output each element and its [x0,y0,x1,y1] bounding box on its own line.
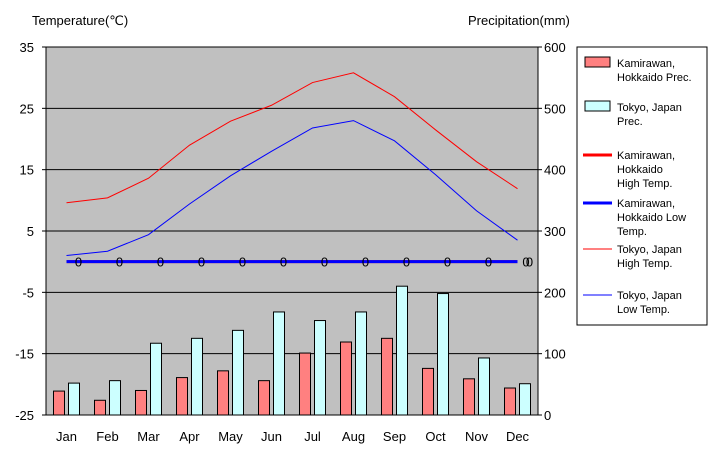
right-tick-label: 400 [544,163,566,178]
x-tick-label: Feb [96,429,118,444]
bar-kamirawan-prec [299,352,311,416]
right-tick-label: 300 [544,224,566,239]
right-tick-label: 200 [544,285,566,300]
legend-swatch-bar [584,56,611,68]
zero-data-label: 0 [198,255,205,270]
legend-label: Low Temp. [617,304,670,316]
x-tick-label: Apr [179,429,200,444]
legend-label: Tokyo, Japan [617,102,682,114]
right-tick-label: 0 [544,408,551,423]
x-tick-label: Oct [425,429,446,444]
bar-tokyo-prec [150,342,162,416]
legend-label: Hokkaido Low [617,212,686,224]
legend-label: Kamirawan, [617,58,675,70]
bar-kamirawan-prec [94,399,106,416]
zero-data-label: 0 [362,255,369,270]
bar-kamirawan-prec [53,390,65,416]
bar-tokyo-prec [109,380,121,416]
legend-swatch-bar [584,100,611,112]
legend-label: Kamirawan, [617,198,675,210]
x-tick-label: Jul [304,429,321,444]
left-tick-label: 5 [27,224,34,239]
right-tick-label: 500 [544,101,566,116]
line-tokyo-high-temp [66,72,518,204]
bar-kamirawan-prec [381,337,393,416]
legend-label: High Temp. [617,178,672,190]
legend-label: Tokyo, Japan [617,244,682,256]
bar-kamirawan-prec [504,387,516,416]
left-tick-label: -5 [22,285,34,300]
legend-label: Hokkaido Prec. [617,72,692,84]
zero-data-label: 0 [485,255,492,270]
bar-kamirawan-prec [217,370,229,416]
x-tick-label: Dec [506,429,530,444]
right-axis-title: Precipitation(mm) [468,13,570,28]
zero-data-label: 0 [526,255,533,270]
zero-data-label: 0 [444,255,451,270]
right-tick-label: 600 [544,40,566,55]
bar-tokyo-prec [396,285,408,416]
x-tick-label: Jun [261,429,282,444]
zero-data-label: 0 [403,255,410,270]
plot-area: 0 0 0 0 0 0 0 0 0 0 0 00 [46,47,538,416]
right-tick-label: 100 [544,347,566,362]
legend-label: Kamirawan, [617,150,675,162]
zero-data-label: 0 [522,255,529,270]
zero-data-label: 0 [239,255,246,270]
bar-kamirawan-prec [176,377,188,416]
left-tick-label: 15 [20,163,34,178]
legend-label: Tokyo, Japan [617,290,682,302]
legend-label: Prec. [617,116,643,128]
bar-tokyo-prec [519,383,531,416]
left-tick-label: 25 [20,101,34,116]
x-tick-label: Nov [465,429,489,444]
bar-tokyo-prec [68,382,80,416]
zero-data-label: 0 [321,255,328,270]
bar-tokyo-prec [191,337,203,416]
legend-label: Temp. [617,226,647,238]
bar-kamirawan-prec [340,341,352,416]
legend-label: Hokkaido [617,164,663,176]
bar-tokyo-prec [232,329,244,416]
zero-data-label: 0 [157,255,164,270]
bar-tokyo-prec [273,311,285,416]
left-tick-label: 35 [20,40,34,55]
left-tick-label: -25 [15,408,34,423]
bar-tokyo-prec [355,311,367,416]
x-tick-label: Jan [56,429,77,444]
axes: -25 -15 -5 5 15 25 35 0 100 200 300 400 500 600 Jan Feb… [15,40,566,444]
bar-kamirawan-prec [135,389,147,416]
zero-data-label: 0 [75,255,82,270]
bar-tokyo-prec [314,320,326,416]
zero-data-label: 0 [280,255,287,270]
bar-kamirawan-prec [463,378,475,416]
x-tick-label: Mar [137,429,160,444]
bar-tokyo-prec [478,357,490,416]
zero-data-label: 0 [116,255,123,270]
line-tokyo-low-temp [66,120,518,257]
left-tick-label: -15 [15,347,34,362]
x-tick-label: Aug [342,429,365,444]
bar-kamirawan-prec [422,367,434,416]
legend-box [576,46,708,326]
legend-label: High Temp. [617,258,672,270]
x-tick-label: Sep [383,429,406,444]
bar-tokyo-prec [437,293,449,416]
left-axis-title: Temperature(℃) [32,13,128,28]
x-tick-label: May [218,429,243,444]
bar-kamirawan-prec [258,380,270,416]
legend: Kamirawan, Hokkaido Prec. Tokyo, Japan Prec… [576,46,708,326]
